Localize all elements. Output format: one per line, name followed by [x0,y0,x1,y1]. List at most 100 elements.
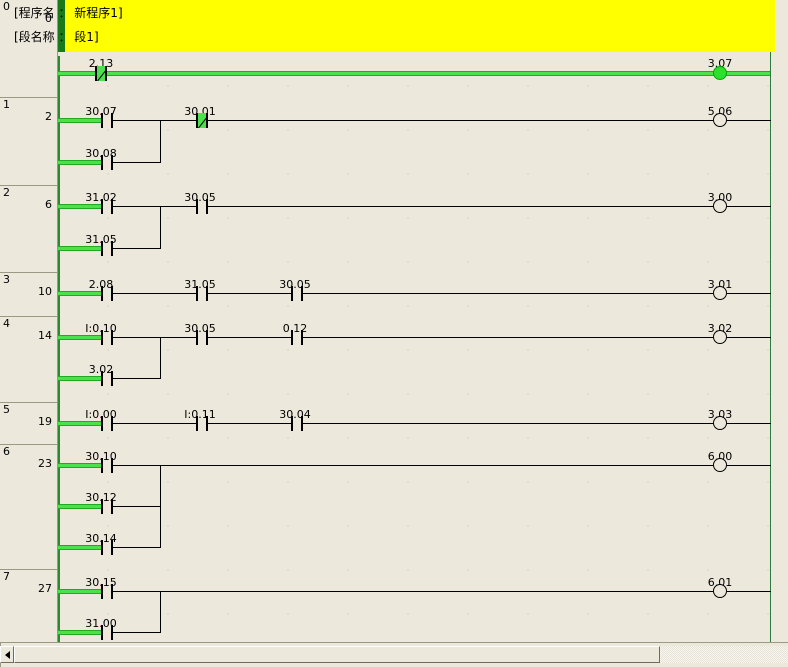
right-power-rail [770,570,771,643]
coil-3-02[interactable] [713,330,727,344]
rung-0-power-line [58,71,770,76]
contact-label: 30.10 [85,450,117,463]
contact-label: 0.12 [282,322,308,335]
energized-segment [58,589,102,594]
contact-bar-right [105,66,107,81]
energized-segment [58,504,102,509]
contact-label: 30.01 [184,105,216,118]
contact-bar-right [206,330,208,345]
right-power-rail [770,98,771,186]
coil-3-07[interactable] [713,66,727,80]
ladder-canvas[interactable] [58,0,788,643]
gutter-cell[interactable]: 0 0 [0,0,57,98]
contact-bar-left [101,241,103,256]
contact-no-i-0-10[interactable] [101,330,113,345]
gutter-cell[interactable]: 7 27 [0,570,57,643]
gutter-cell[interactable]: 3 10 [0,273,57,317]
energized-segment [58,204,102,209]
section-name-comment: [段名称 ： 段1] [14,30,99,44]
contact-no-30-05[interactable] [196,330,208,345]
rung-wire [113,337,197,338]
contact-bar-left [291,286,293,301]
gutter-rung-index: 1 [3,98,10,111]
contact-nc-2-13[interactable] [95,66,107,81]
contact-no-0-12[interactable] [291,330,303,345]
rung-number-gutter: 0 0 1 2 2 6 3 10 4 14 5 19 6 23 7 27 [0,0,58,643]
contact-no-30-05[interactable] [196,199,208,214]
branch-wire [113,248,161,249]
horizontal-scrollbar[interactable] [0,642,788,667]
contact-bar-left [101,416,103,431]
contact-no-31-02[interactable] [101,199,113,214]
contact-bar-right [111,113,113,128]
gutter-step-address: 2 [45,110,52,123]
contact-no-31-00[interactable] [101,625,113,640]
contact-no-2-08[interactable] [101,286,113,301]
coil-3-03[interactable] [713,416,727,430]
contact-bar-right [206,199,208,214]
contact-no-30-07[interactable] [101,113,113,128]
contact-label: 30.08 [85,147,117,160]
contact-no-30-10[interactable] [101,458,113,473]
contact-bar-right [206,286,208,301]
coil-3-00[interactable] [713,199,727,213]
gutter-step-address: 0 [45,12,52,25]
gutter-rung-index: 3 [3,273,10,286]
coil-label: 3.03 [707,408,733,421]
coil-6-01[interactable] [713,584,727,598]
right-power-rail [770,403,771,445]
contact-bar-left [101,330,103,345]
coil-3-01[interactable] [713,286,727,300]
contact-no-30-12[interactable] [101,499,113,514]
coil-5-06[interactable] [713,113,727,127]
gutter-cell[interactable]: 5 19 [0,403,57,445]
gutter-cell[interactable]: 6 23 [0,445,57,570]
right-power-rail [770,186,771,273]
contact-bar-right [111,584,113,599]
contact-slash [197,113,207,128]
rung-wire [208,337,292,338]
energized-segment [58,421,102,426]
contact-no-30-15[interactable] [101,584,113,599]
contact-no-3-02[interactable] [101,371,113,386]
gutter-cell[interactable]: 2 6 [0,186,57,273]
contact-no-30-08[interactable] [101,155,113,170]
coil-6-00[interactable] [713,458,727,472]
energized-segment [58,160,102,165]
energized-segment [58,630,102,635]
contact-no-30-14[interactable] [101,540,113,555]
contact-bar-left [101,286,103,301]
contact-label: 2.13 [88,57,114,70]
gutter-cell[interactable]: 1 2 [0,98,57,186]
contact-nc-30-01[interactable] [196,113,208,128]
gutter-rung-index: 5 [3,403,10,416]
gutter-cell[interactable]: 4 14 [0,317,57,403]
scroll-left-button[interactable] [0,646,14,663]
rung-comment-block[interactable] [58,0,775,52]
rung-comment-marker [58,0,65,52]
contact-no-i-0-11[interactable] [196,416,208,431]
contact-label: 30.05 [184,322,216,335]
right-power-rail [770,317,771,403]
contact-no-31-05[interactable] [101,241,113,256]
rung-wire [727,120,771,121]
contact-bar-right [111,499,113,514]
contact-label: 30.12 [85,491,117,504]
contact-bar-left [101,371,103,386]
contact-bar-left [291,330,293,345]
chevron-left-icon [5,651,10,659]
gutter-rung-index: 4 [3,317,10,330]
contact-no-30-04[interactable] [291,416,303,431]
energized-segment [58,463,102,468]
rung-wire [303,293,713,294]
contact-no-31-05[interactable] [196,286,208,301]
contact-label: 30.15 [85,576,117,589]
contact-no-i-0-00[interactable] [101,416,113,431]
contact-bar-left [101,584,103,599]
scrollbar-thumb[interactable] [14,646,660,663]
contact-no-30-05[interactable] [291,286,303,301]
coil-label: 3.02 [707,322,733,335]
gutter-rung-index: 2 [3,186,10,199]
rung-wire [208,423,292,424]
rung-wire [208,120,713,121]
